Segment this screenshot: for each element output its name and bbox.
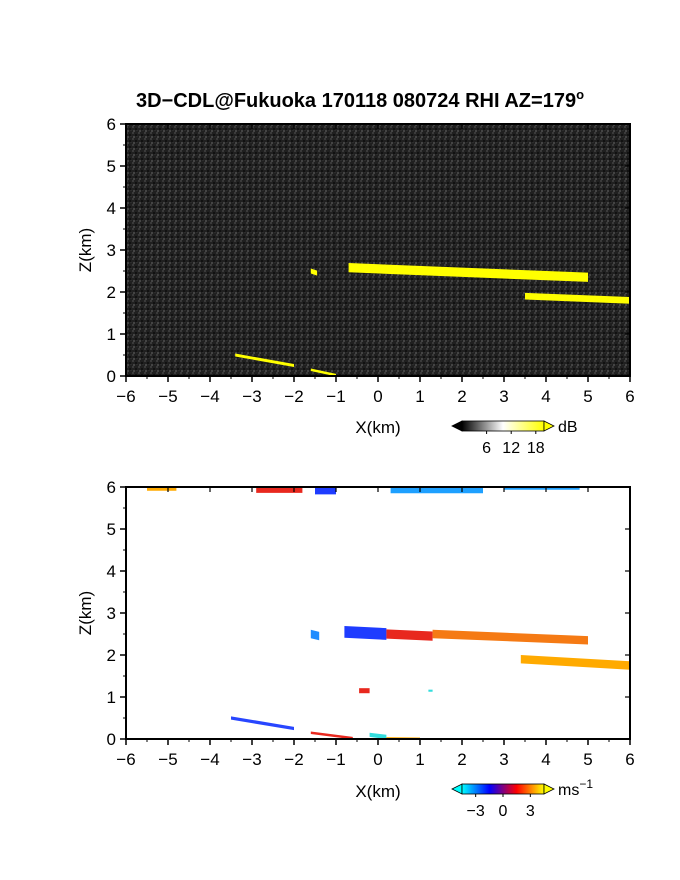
velocity-x-tick-label: 4	[541, 750, 550, 769]
velocity-colorbar-tick-label: −3	[467, 803, 485, 820]
velocity-colorbar-bar	[461, 783, 545, 795]
velocity-colorbar-left-arrow	[451, 783, 463, 795]
velocity-plot-background	[126, 487, 630, 739]
reflectivity-y-tick-label: 5	[107, 157, 116, 176]
velocity-x-tick-label: −1	[326, 750, 345, 769]
velocity-echo-layer	[310, 731, 353, 740]
velocity-x-tick-label: −6	[116, 750, 135, 769]
reflectivity-layers	[235, 263, 630, 377]
velocity-colorbar-right-arrow	[543, 783, 555, 795]
velocity-x-tick-label: 2	[457, 750, 466, 769]
velocity-echo-layer	[344, 626, 387, 640]
velocity-echo-layer	[432, 629, 588, 645]
velocity-colorbar-tick-label: 0	[499, 803, 508, 820]
velocity-y-tick-label: 4	[107, 562, 116, 581]
velocity-x-tick-label: −5	[158, 750, 177, 769]
velocity-x-tick-label: 6	[625, 750, 634, 769]
reflectivity-y-axis-label: Z(km)	[76, 228, 95, 272]
reflectivity-y-tick-label: 4	[107, 199, 116, 218]
velocity-y-tick-label: 2	[107, 646, 116, 665]
velocity-echo-layer	[310, 629, 320, 641]
reflectivity-echo-layer	[525, 292, 630, 304]
velocity-x-tick-label: 0	[373, 750, 382, 769]
reflectivity-x-tick-label: −2	[284, 387, 303, 406]
velocity-y-ticks: 0 1 2 3 4 5 6	[107, 478, 630, 749]
reflectivity-colorbar-tick-label: 6	[482, 440, 491, 457]
velocity-x-tick-label: 1	[415, 750, 424, 769]
reflectivity-colorbar-unit: dB	[558, 419, 578, 436]
reflectivity-x-tick-label: 4	[541, 387, 550, 406]
velocity-x-tick-label: −2	[284, 750, 303, 769]
velocity-echo-layer	[147, 487, 177, 491]
reflectivity-plot-background	[126, 124, 630, 376]
velocity-x-ticks: −6 −5 −4 −3 −2 −1 0 1 2 3 4 5 6	[116, 487, 635, 769]
reflectivity-x-tick-label: 3	[499, 387, 508, 406]
reflectivity-y-tick-label: 0	[107, 367, 116, 386]
velocity-echo-layer	[428, 689, 433, 692]
velocity-echo-layer	[359, 688, 370, 694]
reflectivity-y-ticks: 0 1 2 3 4 5 6	[107, 115, 630, 386]
velocity-y-tick-label: 5	[107, 520, 116, 539]
reflectivity-y-tick-label: 3	[107, 241, 116, 260]
reflectivity-colorbar-tick-label: 12	[502, 440, 520, 457]
velocity-echo-layer	[315, 488, 336, 495]
velocity-x-tick-label: −3	[242, 750, 261, 769]
velocity-colorbar-ticks: −3 0 3	[467, 794, 535, 820]
velocity-x-tick-label: 3	[499, 750, 508, 769]
velocity-x-tick-label: 5	[583, 750, 592, 769]
velocity-colorbar: ms−1 −3 0 3	[451, 777, 593, 820]
reflectivity-x-tick-label: 2	[457, 387, 466, 406]
reflectivity-x-tick-label: −4	[200, 387, 219, 406]
velocity-echo-layer	[386, 629, 433, 641]
reflectivity-colorbar: dB 6 12 18	[451, 419, 578, 457]
reflectivity-echo-layer	[310, 268, 318, 276]
velocity-echo-layer	[369, 732, 387, 739]
reflectivity-colorbar-left-arrow	[451, 420, 463, 432]
reflectivity-echo-layer	[310, 368, 336, 377]
reflectivity-x-ticks: −6 −5 −4 −3 −2 −1 0 1 2 3 4 5 6	[116, 124, 635, 406]
reflectivity-echo-layer	[235, 353, 294, 367]
reflectivity-colorbar-ticks: 6 12 18	[482, 431, 545, 457]
velocity-layers	[147, 487, 630, 740]
reflectivity-echo-layer	[348, 263, 588, 282]
velocity-x-tick-label: −4	[200, 750, 219, 769]
reflectivity-x-axis-label: X(km)	[355, 418, 400, 437]
reflectivity-x-tick-label: 0	[373, 387, 382, 406]
reflectivity-x-tick-label: −3	[242, 387, 261, 406]
reflectivity-x-tick-label: −1	[326, 387, 345, 406]
velocity-y-tick-label: 6	[107, 478, 116, 497]
reflectivity-x-tick-label: −6	[116, 387, 135, 406]
reflectivity-x-tick-label: 1	[415, 387, 424, 406]
velocity-y-axis-label: Z(km)	[76, 591, 95, 635]
reflectivity-x-tick-label: −5	[158, 387, 177, 406]
velocity-colorbar-tick-label: 3	[526, 803, 535, 820]
velocity-echo-layer	[390, 487, 483, 494]
reflectivity-x-tick-label: 6	[625, 387, 634, 406]
reflectivity-colorbar-tick-label: 18	[527, 440, 545, 457]
figure-title: 3D−CDL@Fukuoka 170118 080724 RHI AZ=179o	[136, 87, 584, 112]
reflectivity-colorbar-right-arrow	[543, 420, 555, 432]
velocity-y-tick-label: 0	[107, 730, 116, 749]
reflectivity-y-tick-label: 6	[107, 115, 116, 134]
velocity-y-tick-label: 1	[107, 688, 116, 707]
reflectivity-colorbar-bar	[461, 420, 545, 432]
velocity-echo-layer	[520, 655, 630, 670]
velocity-colorbar-unit: ms−1	[558, 777, 593, 799]
reflectivity-x-tick-label: 5	[583, 387, 592, 406]
velocity-y-tick-label: 3	[107, 604, 116, 623]
velocity-echo-layer	[231, 716, 294, 731]
velocity-echo-layer	[504, 487, 580, 490]
reflectivity-y-tick-label: 2	[107, 283, 116, 302]
velocity-echo-layer	[256, 487, 303, 493]
velocity-x-axis-label: X(km)	[355, 782, 400, 801]
reflectivity-y-tick-label: 1	[107, 325, 116, 344]
